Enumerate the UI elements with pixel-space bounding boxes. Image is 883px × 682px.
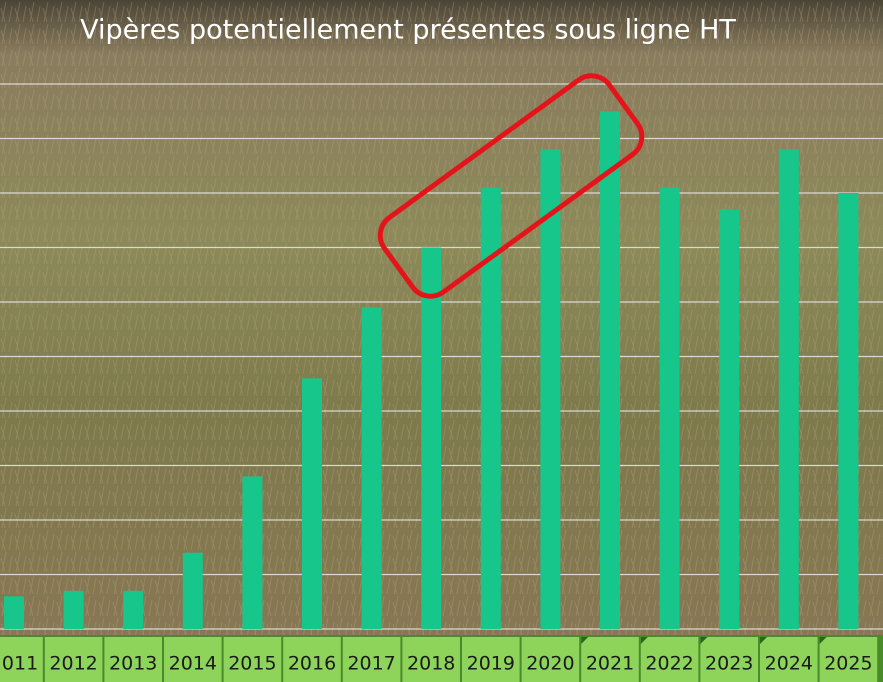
bar	[719, 209, 740, 629]
bar	[242, 476, 263, 629]
x-tick-label: 2021	[586, 653, 634, 675]
x-tick-label: 2014	[169, 653, 217, 675]
bar	[63, 590, 84, 629]
bar	[302, 378, 322, 629]
category-cell	[104, 637, 162, 682]
cell-marker	[581, 637, 589, 644]
x-tick-label: 2012	[49, 653, 97, 675]
category-cell	[44, 637, 103, 682]
x-tick-label: 2025	[824, 653, 872, 675]
x-tick-label: 2024	[765, 653, 813, 675]
highlight-annotation	[377, 73, 645, 299]
category-cell	[760, 637, 818, 682]
cell-marker	[640, 637, 648, 644]
x-tick-label: 2022	[645, 653, 693, 675]
bar	[123, 590, 144, 629]
bar	[838, 193, 859, 629]
x-tick-label: 2011	[0, 653, 38, 675]
bar	[540, 149, 561, 629]
category-cell	[283, 637, 341, 682]
cell-marker	[819, 637, 827, 644]
x-tick-label: 2019	[467, 653, 515, 675]
category-cell	[462, 637, 520, 682]
bar	[600, 111, 620, 629]
bar	[182, 552, 203, 629]
category-cell	[164, 637, 222, 682]
x-tick-label: 2017	[347, 653, 395, 675]
bar	[778, 149, 799, 629]
x-tick-label: 2020	[526, 653, 574, 675]
bar	[361, 307, 382, 629]
category-cell	[342, 637, 401, 682]
x-tick-label: 2023	[705, 653, 753, 675]
chart-title: Vipères potentiellement présentes sous l…	[80, 15, 736, 46]
category-cell	[402, 637, 460, 682]
category-cell	[223, 637, 282, 682]
x-tick-label: 2016	[288, 653, 336, 675]
category-cell	[581, 637, 639, 682]
category-cell	[640, 637, 699, 682]
category-cell	[700, 637, 758, 682]
bar	[4, 596, 24, 629]
cell-marker	[700, 637, 708, 644]
bar	[659, 187, 680, 630]
x-tick-label: 2013	[109, 653, 157, 675]
bar	[480, 187, 501, 630]
category-cell	[819, 637, 878, 682]
x-tick-label: 2015	[228, 653, 276, 675]
category-cell	[0, 637, 43, 682]
cell-marker	[760, 637, 767, 644]
bar	[421, 247, 442, 629]
x-tick-label: 2018	[407, 653, 455, 675]
category-cell	[521, 637, 580, 682]
